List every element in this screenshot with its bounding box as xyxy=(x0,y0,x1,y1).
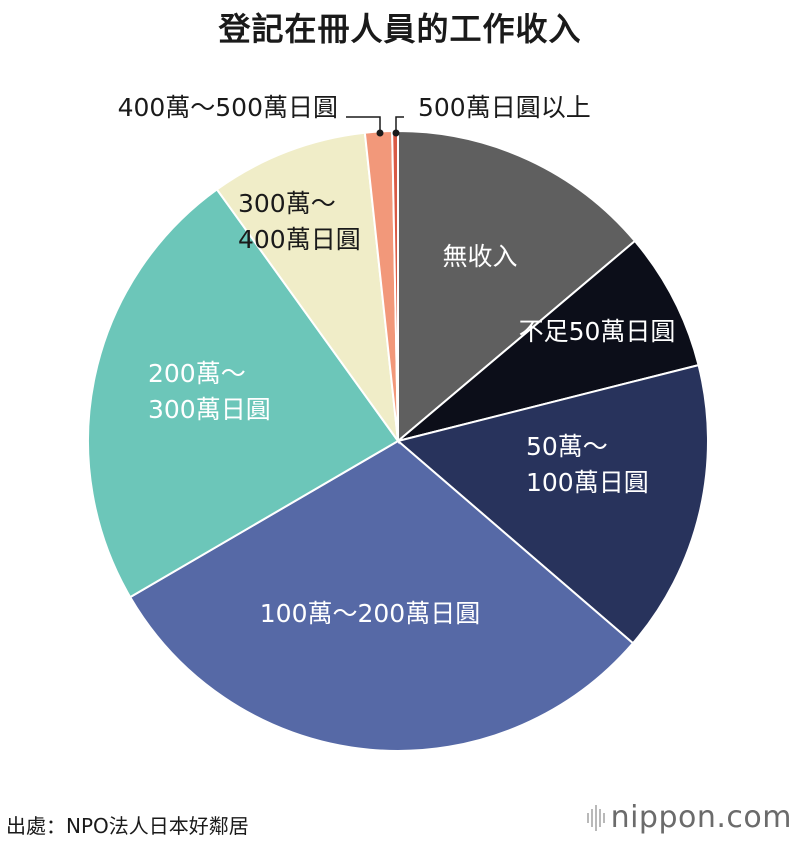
brand-bars-icon xyxy=(586,803,605,833)
slice-label: 無收入 xyxy=(442,242,517,271)
pie-slice xyxy=(397,129,637,444)
leader-line xyxy=(395,116,404,133)
chart-title: 登記在冊人員的工作收入 xyxy=(218,10,582,48)
pie-slice xyxy=(128,439,635,752)
slice-label: 300萬～ 400萬日圓 xyxy=(238,189,361,254)
leader-lines xyxy=(346,116,404,137)
slice-label: 400萬～500萬日圓 xyxy=(118,93,338,122)
slice-label: 50萬～ 100萬日圓 xyxy=(526,432,649,497)
slice-label: 500萬日圓以上 xyxy=(418,93,591,122)
slice-label: 不足50萬日圓 xyxy=(519,317,676,346)
pie-slices xyxy=(87,129,709,752)
brand-name: nippon.com xyxy=(610,800,792,835)
source-note: 出處：NPO法人日本好鄰居 xyxy=(6,814,249,838)
pie-slice xyxy=(395,363,709,645)
brand-logo: nippon.com xyxy=(586,800,792,835)
leader-line xyxy=(346,116,381,133)
leader-dot xyxy=(392,129,400,137)
pie-slice xyxy=(215,131,400,445)
pie-slice xyxy=(397,239,700,442)
pie-slice xyxy=(87,188,400,599)
slice-label: 200萬～ 300萬日圓 xyxy=(148,359,271,424)
leader-dot xyxy=(376,129,384,137)
slice-label: 100萬～200萬日圓 xyxy=(260,599,480,628)
